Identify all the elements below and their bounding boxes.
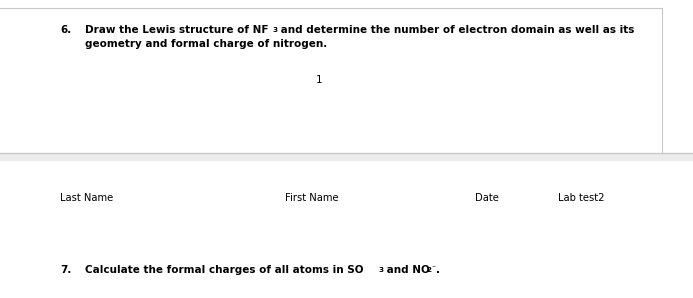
Text: and determine the number of electron domain as well as its: and determine the number of electron dom… xyxy=(277,25,634,35)
Text: and NO: and NO xyxy=(383,265,430,275)
Bar xyxy=(0,0,693,153)
Text: 2: 2 xyxy=(427,268,432,274)
Text: ⁻: ⁻ xyxy=(432,263,436,272)
Text: Draw the Lewis structure of NF: Draw the Lewis structure of NF xyxy=(85,25,268,35)
Text: 3: 3 xyxy=(272,27,277,33)
Text: 1: 1 xyxy=(315,75,322,85)
Text: .: . xyxy=(436,265,440,275)
Bar xyxy=(0,161,693,298)
Text: Last Name: Last Name xyxy=(60,193,113,203)
Text: Date: Date xyxy=(475,193,499,203)
Text: Calculate the formal charges of all atoms in SO: Calculate the formal charges of all atom… xyxy=(85,265,364,275)
Text: Lab test2: Lab test2 xyxy=(558,193,604,203)
Text: First Name: First Name xyxy=(285,193,339,203)
Text: 3: 3 xyxy=(379,268,384,274)
Bar xyxy=(0,153,693,298)
Text: 6.: 6. xyxy=(60,25,71,35)
Text: 7.: 7. xyxy=(60,265,71,275)
Text: geometry and formal charge of nitrogen.: geometry and formal charge of nitrogen. xyxy=(85,39,327,49)
